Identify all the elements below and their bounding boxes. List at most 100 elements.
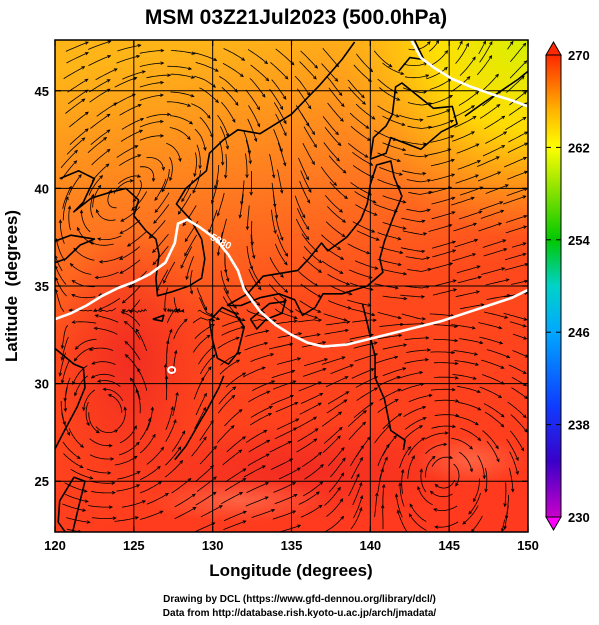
streamline-arrow-41: [190, 75, 196, 79]
streamline-318: [382, 269, 407, 275]
streamline-arrow-126: [522, 116, 527, 121]
streamline-arrow-170: [249, 191, 253, 196]
streamline-177: [457, 160, 481, 170]
streamline-290: [99, 255, 123, 263]
streamline-196: [477, 171, 501, 182]
streamline-arrow-621: [292, 482, 297, 486]
streamline-arrow-573: [443, 442, 448, 447]
streamline-arrow-646: [433, 508, 438, 512]
streamline-arrow-19: [84, 52, 89, 56]
streamline-274: [152, 245, 169, 265]
streamline-arrow-340: [477, 275, 483, 280]
streamline-arrow-275: [152, 261, 157, 266]
streamline-arrow-601: [242, 468, 247, 472]
streamline-337: [405, 285, 430, 289]
streamline-arrow-118: [313, 143, 317, 148]
streamline-arrow-517: [394, 399, 399, 403]
streamline-459: [302, 368, 326, 377]
streamline-arrow-382: [120, 311, 125, 315]
streamline-33: [455, 43, 469, 64]
streamline-595: [90, 480, 115, 484]
streamline-646: [462, 505, 479, 525]
contour-line-northeast: [410, 40, 528, 108]
streamline-arrow-88: [475, 91, 480, 95]
streamline-272: [90, 241, 114, 246]
streamline-arrow-462: [370, 368, 375, 372]
streamline-arrow-113: [186, 136, 191, 141]
streamline-340: [485, 279, 510, 286]
streamline-arrow-37: [81, 66, 86, 70]
streamline-317: [349, 269, 372, 279]
streamline-arrow-427: [403, 343, 408, 347]
streamline-104: [426, 109, 450, 118]
streamline-arrow-411: [454, 338, 459, 343]
streamline-2: [117, 44, 141, 52]
streamline-12: [373, 50, 393, 68]
streamline-123: [454, 116, 477, 128]
streamline-arrow-523: [80, 444, 85, 448]
streamline-arrow-649: [86, 520, 91, 524]
streamline-164: [118, 154, 141, 166]
streamline-arrow-154: [305, 176, 309, 181]
streamline-268: [478, 222, 502, 232]
streamline-7: [247, 49, 268, 64]
streamline-arrow-276: [180, 264, 184, 269]
streamline-590: [431, 456, 453, 467]
streamline-arrow-104: [419, 118, 424, 122]
streamline-arrow-181: [73, 160, 78, 165]
streamline-arrow-196: [474, 174, 480, 178]
streamline-112: [169, 127, 191, 140]
streamline-408: [377, 334, 402, 340]
streamline-arrow-415: [58, 372, 63, 377]
streamline-428: [430, 351, 455, 354]
streamline-arrow-207: [274, 214, 279, 219]
streamline-341: [510, 280, 528, 285]
streamline-384: [221, 319, 246, 327]
streamline-25: [250, 64, 269, 81]
streamline-560: [118, 442, 140, 456]
streamline-624: [377, 468, 384, 493]
streamline-arrow-521: [500, 423, 505, 428]
streamline-22: [167, 65, 192, 70]
streamline-arrow-132: [198, 165, 202, 170]
streamline-arrow-247: [402, 226, 407, 230]
streamline-291: [119, 259, 141, 274]
streamline-arrow-452: [74, 392, 78, 397]
streamline-arrow-587: [340, 446, 345, 451]
streamline-arrow-55: [84, 78, 89, 83]
streamline-206: [273, 194, 278, 219]
streamline-arrow-581: [177, 446, 182, 451]
streamline-219: [120, 206, 141, 222]
streamline-265: [402, 230, 427, 235]
credit-drawing: Drawing by DCL (https://www.gfd-dennou.o…: [163, 594, 436, 605]
streamline-246: [382, 222, 406, 230]
streamline-arrow-352: [317, 309, 322, 313]
streamline-549: [297, 428, 319, 442]
streamline-arrow-94: [167, 112, 172, 117]
streamline-arrow-147: [134, 145, 139, 149]
streamline-arrow-556: [469, 445, 473, 450]
streamline-62: [269, 88, 284, 110]
streamline-arrow-252: [523, 215, 528, 219]
streamline-arrow-99: [283, 132, 287, 137]
streamline-arrow-317: [345, 282, 351, 286]
streamline-arrow-257: [152, 249, 156, 254]
streamline-378: [61, 325, 69, 349]
streamline-arrow-356: [420, 295, 425, 299]
streamline-arrow-619: [242, 478, 247, 482]
streamline-arrow-230: [426, 208, 431, 213]
streamline-301: [405, 256, 430, 260]
streamline-arrow-504: [522, 414, 527, 419]
x-tick-label-135: 135: [281, 538, 303, 553]
streamline-600: [225, 468, 247, 483]
streamline-arrow-457: [236, 359, 241, 363]
streamline-149: [194, 152, 197, 177]
streamline-arrow-260: [251, 255, 256, 260]
streamline-arrow-669: [242, 520, 247, 524]
streamline-198: [68, 174, 82, 196]
streamline-172: [320, 166, 337, 186]
y-tick-label-25: 25: [35, 474, 49, 489]
streamline-arrow-295: [226, 278, 230, 283]
streamline-323: [504, 263, 528, 271]
streamline-40: [170, 73, 195, 79]
